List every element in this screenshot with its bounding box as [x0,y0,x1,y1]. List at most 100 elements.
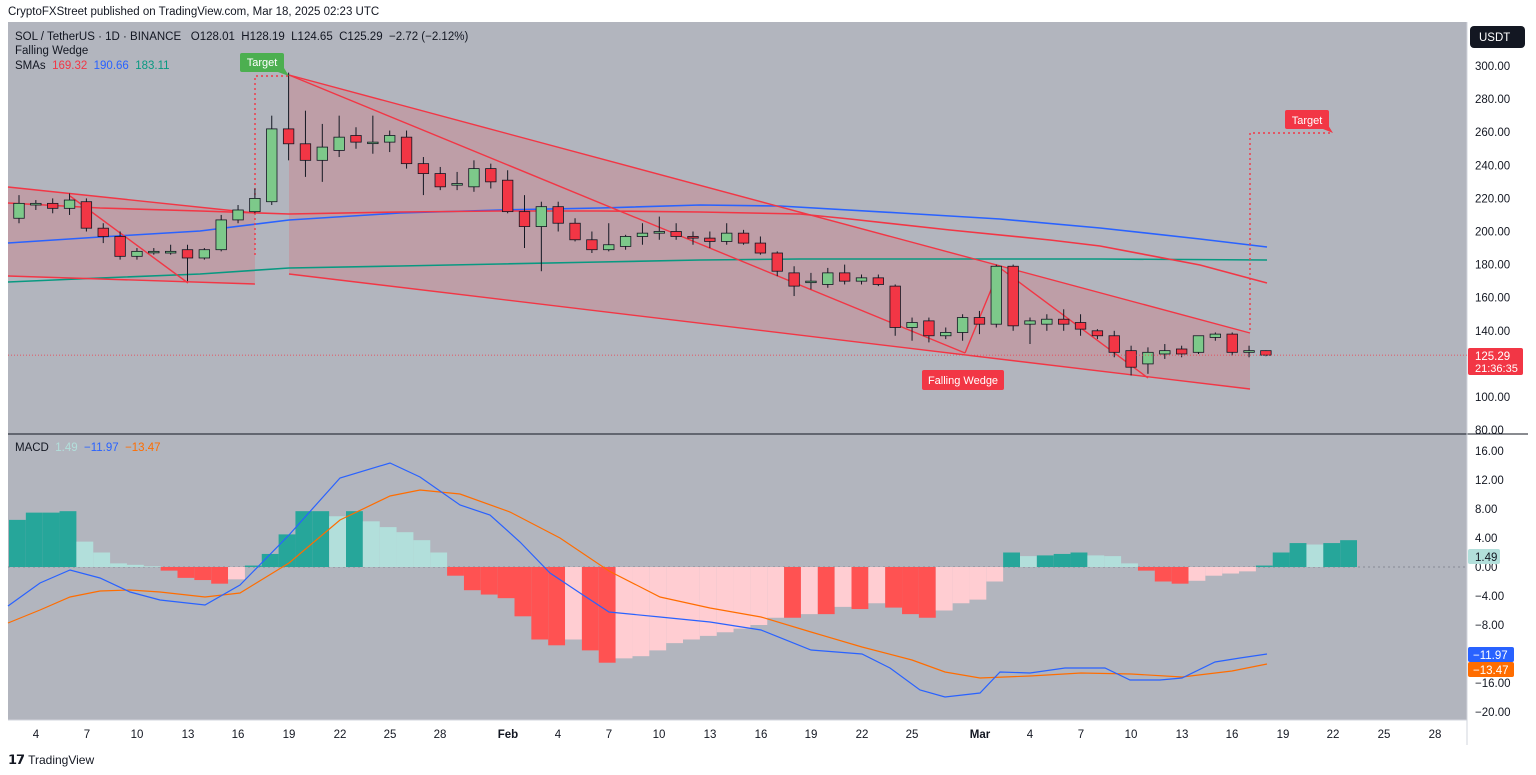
candle-body [1159,350,1171,355]
macd-tick-label: 4.00 [1475,533,1497,545]
candle-body [704,237,716,242]
candle-body [586,239,598,251]
price-badge-bg [1468,348,1523,375]
price-tick-label: 160.00 [1475,293,1510,305]
time-tick-label: 4 [555,729,562,741]
wedge-main-inner-line [288,74,966,354]
candle-body [384,135,396,143]
candle-body [1091,330,1104,337]
time-tick-label: 4 [33,729,40,741]
macd-histogram-bar [1020,556,1037,567]
candle-body [805,280,817,284]
macd-tick-label: 0.00 [1475,562,1497,574]
candle-body [316,146,328,161]
macd-histogram-bar [463,567,481,591]
macd-histogram-bar [1205,567,1223,576]
tradingview-footer[interactable]: 𝟭𝟳 TradingView [8,752,94,768]
macd-histogram-bar [632,567,650,657]
macd-histogram-bar [42,512,60,567]
macd-hist-badge-bg [1468,549,1500,564]
candle-body [653,231,665,234]
symbol-legend: SOL / TetherUS · 1D · BINANCE O128.01 H1… [15,31,468,43]
candle-body [333,136,345,151]
price-tick-label: 240.00 [1475,160,1510,172]
macd-line-badge-bg [1468,647,1514,662]
macd-histogram-bar [531,567,549,640]
candle-body [737,232,750,244]
macd-histogram-bar [1137,567,1155,571]
macd-histogram-bar [312,511,330,567]
time-tick-label: 28 [1429,729,1442,741]
macd-histogram-bar [514,567,532,617]
tradingview-logo-icon: 𝟭𝟳 [8,752,25,767]
macd-histogram-bar [177,567,195,578]
price-tick-label: 80.00 [1475,425,1504,437]
candle-body [249,197,261,213]
wedge-zigzag-down-line [999,267,1149,379]
price-tick-label: 300.00 [1475,61,1510,73]
macd-histogram-bar [430,552,448,567]
candle-body [940,332,952,337]
macd-histogram-bar [834,567,852,607]
macd-histogram-bar [480,567,498,595]
candle-body [771,252,783,272]
sma-line-1 [7,202,1268,284]
candle-body [687,236,699,239]
macd-histogram-bar [396,532,414,567]
candle-body [788,272,800,287]
candle-body [1074,322,1087,330]
time-tick-label: 25 [384,729,397,741]
price-tick-label: 280.00 [1475,94,1510,106]
macd-histogram-bar [767,567,785,618]
candle-body [603,244,615,251]
currency-button[interactable]: USDT [1479,32,1510,44]
macd-histogram-bar [160,567,178,571]
candle-body [63,199,76,209]
macd-histogram-bar [969,567,987,600]
candle-body [552,206,564,224]
macd-histogram-bar [143,566,161,568]
time-tick-label: 7 [606,729,612,741]
macd-histogram-bar [683,567,700,640]
target-label-right-bg [1285,110,1329,129]
footer-brand: TradingView [28,753,95,767]
macd-tick-label: 8.00 [1475,504,1497,516]
candle-body [417,163,430,174]
price-badge-value: 125.29 [1475,351,1510,363]
time-tick-label: 13 [1176,729,1189,741]
candle-body [855,277,868,282]
macd-histogram-bar [885,567,903,608]
candle-body [872,277,884,285]
candle-body [670,231,682,237]
candle-body [266,128,278,203]
macd-tick-label: −16.00 [1475,678,1511,690]
macd-histogram-bar [1222,567,1240,574]
currency-button-bg [1470,26,1525,48]
macd-histogram-bar [379,527,397,567]
time-tick-label: 22 [1327,729,1340,741]
time-tick-label: 22 [334,729,347,741]
price-badge-countdown: 21:36:35 [1475,363,1518,375]
macd-line-badge: −11.97 [1473,650,1508,662]
candle-body [97,227,109,237]
sma-line-2 [7,204,1268,248]
target-projection-left [254,75,289,255]
candle-body [468,168,480,188]
wedge-left-lower-line [7,275,256,285]
target-projection-right [1249,132,1333,330]
macd-histogram-bar [1323,543,1341,567]
candle-body [114,236,126,257]
macd-histogram-bar [110,563,127,567]
wedge-main-lower-line [288,273,1251,390]
time-tick-label: 22 [856,729,869,741]
time-tick-label: 16 [755,729,768,741]
macd-histogram-bar [918,567,936,618]
macd-histogram-bar [699,567,717,636]
macd-histogram-bar [1154,567,1172,582]
macd-histogram-bar [581,567,599,651]
macd-histogram-bar [93,552,111,567]
macd-histogram-bar [817,567,835,615]
time-tick-label: 13 [704,729,717,741]
macd-histogram-bar [666,567,683,644]
